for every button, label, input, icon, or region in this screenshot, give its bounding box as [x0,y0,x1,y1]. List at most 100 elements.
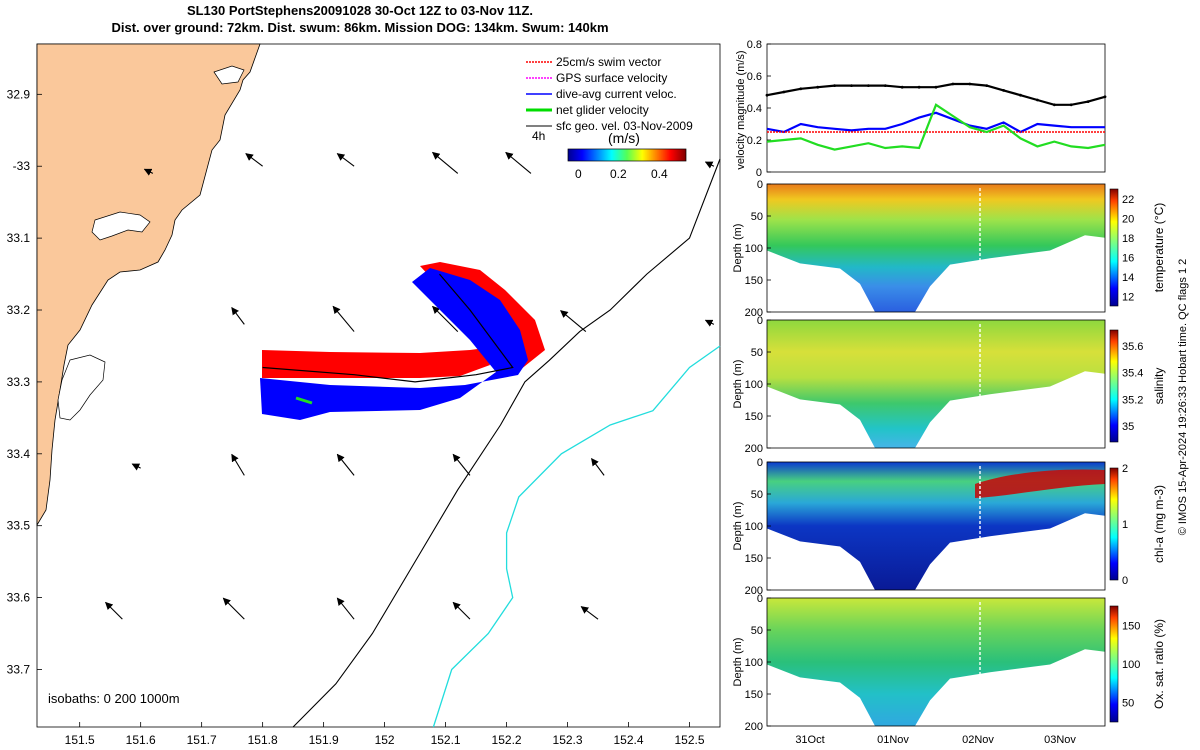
section-background [767,184,1105,312]
depth-ylabel: Depth (m) [732,224,744,273]
map-legend: 25cm/s swim vector GPS surface velocity … [526,55,693,181]
sfc-geo-vector-arrow [452,453,471,476]
section-background [767,320,1105,448]
velocity-point [833,84,836,87]
map-ytick-label: 33.5 [7,519,31,533]
depth-tick-label: 0 [757,593,763,605]
map-xtick-label: 151.9 [309,733,339,747]
depth-tick-label: 200 [745,585,763,597]
colorbar-tick-label: 18 [1122,233,1134,245]
depth-tick-label: 50 [751,211,763,223]
velocity-point [900,85,904,89]
sfc-geo-vector-arrow [591,457,605,476]
isobath-200m [292,158,721,728]
map-axis-ticks: 151.5 151.6 151.7 151.8 151.9 152 152.1 152.2 15… [7,87,705,747]
depth-tick-label: 150 [745,275,763,287]
colorbar-tick-label: 150 [1122,620,1140,632]
map-xtick-label: 152.5 [674,733,704,747]
time-tick-label: 02Nov [962,734,994,746]
legend-label: sfc geo. vel. 03-Nov-2009 [556,119,693,133]
section-colorbar [1109,329,1119,443]
sfc-geo-vector-arrow [222,597,245,620]
section-panel: 0 50 100 150 200 Depth (m) 35 35.2 35.4 35.6 salin… [732,315,1166,455]
depth-tick-label: 50 [751,625,763,637]
velocity-point [765,93,769,97]
sfc-geo-vector-field [105,151,715,620]
map-xtick-label: 152.4 [614,733,644,747]
depth-tick-label: 200 [745,721,763,733]
velocity-axis-ticks: 0 0.2 0.4 0.6 0.8 [747,39,771,179]
colorbar-label: Ox. sat. ratio (%) [1152,619,1166,709]
depth-tick-label: 50 [751,347,763,359]
colorbar-tick-label: 50 [1122,698,1134,710]
section-frame [766,597,1106,727]
velocity-point [1002,89,1005,92]
section-panel: 0 50 100 150 200 Depth (m) 0 1 2 chl-a (mg m-3) [732,457,1166,597]
velocity-point [1086,100,1090,103]
map-xtick-label: 151.5 [65,733,95,747]
velocity-point [1019,93,1022,97]
sfc-geo-vector-arrow [231,453,245,476]
legend-entry-net-glider-velocity: net glider velocity [526,103,649,117]
map-xtick-label: 152.1 [431,733,461,747]
depth-tick-label: 150 [745,411,763,423]
time-tick-label: 31Oct [795,734,824,746]
section-frame [766,461,1106,591]
colorbar-label: chl-a (mg m-3) [1152,485,1166,563]
glider-track-map: 151.5 151.6 151.7 151.8 151.9 152 152.1 152.2 15… [7,43,721,747]
sfc-geo-vector-arrow [704,161,715,169]
map-xtick-label: 152.2 [492,733,522,747]
velocity-series-line [766,103,1106,151]
colorbar-tick-label: 35.2 [1122,394,1143,406]
net-glider-velocity-segment [295,396,313,405]
inlet-water [213,65,245,85]
depth-tick-label: 50 [751,489,763,501]
depth-tick-label: 0 [757,179,763,191]
sfc-geo-vector-arrow [336,153,355,167]
colorbar-tick-label: 100 [1122,659,1140,671]
colorbar-tick-label: 35.6 [1122,341,1143,353]
colorbar-tick-label: 20 [1122,213,1134,225]
colorbar-label: temperature (°C) [1152,203,1166,293]
sfc-geo-vector-arrow [245,153,263,167]
sfc-geo-vector-arrow [143,168,154,176]
velocity-series-line [766,82,1106,106]
sfc-geo-vector-arrow [704,319,715,327]
map-xtick-label: 152.3 [553,733,583,747]
depth-tick-label: 100 [745,243,763,255]
current-vector-fan [260,268,528,420]
speed-colorbar [567,148,687,162]
velocity-point [1103,95,1107,99]
sfc-geo-vector-arrow [105,601,123,620]
colorbar-unit: (m/s) [608,130,640,146]
velocity-ylabel: velocity magnitude (m/s) [735,50,747,169]
depth-tick-label: 0 [757,457,763,469]
depth-ylabel: Depth (m) [732,502,744,551]
velocity-ytick-label: 0.6 [747,71,762,83]
depth-tick-label: 200 [745,443,763,455]
depth-ylabel: Depth (m) [732,638,744,687]
section-data-field [767,320,1105,448]
plot-title-line1: SL130 PortStephens20091028 30-Oct 12Z to… [186,3,534,18]
map-ytick-label: 33.7 [7,662,31,676]
velocity-series-line [766,111,1105,134]
section-panel: 0 50 100 150 200 Depth (m) 12 14 16 18 20 22 tempera… [732,179,1166,319]
depth-tick-label: 200 [745,307,763,319]
time-tick-label: 03Nov [1044,734,1076,746]
colorbar-tick-label: 0 [1122,575,1128,587]
depth-tick-label: 100 [745,379,763,391]
sfc-geo-vector-arrow [231,306,245,325]
section-data-field [767,184,1105,312]
velocity-point [799,87,803,91]
sfc-geo-vector-arrow [560,310,587,333]
depth-tick-label: 100 [745,657,763,669]
legend-entry-dive-avg-current: dive-avg current veloc. [526,87,677,101]
legend-label: net glider velocity [556,103,649,117]
velocity-point [1069,103,1073,107]
section-panel: 0 50 100 150 200 Depth (m) 50 100 150 Ox. sat. ra… [732,593,1166,733]
colorbar-tick-label: 2 [1122,463,1128,475]
estuary-water [91,211,151,241]
depth-tick-label: 150 [745,689,763,701]
plot-title-line2: Dist. over ground: 72km. Dist. swum: 86k… [111,20,609,35]
